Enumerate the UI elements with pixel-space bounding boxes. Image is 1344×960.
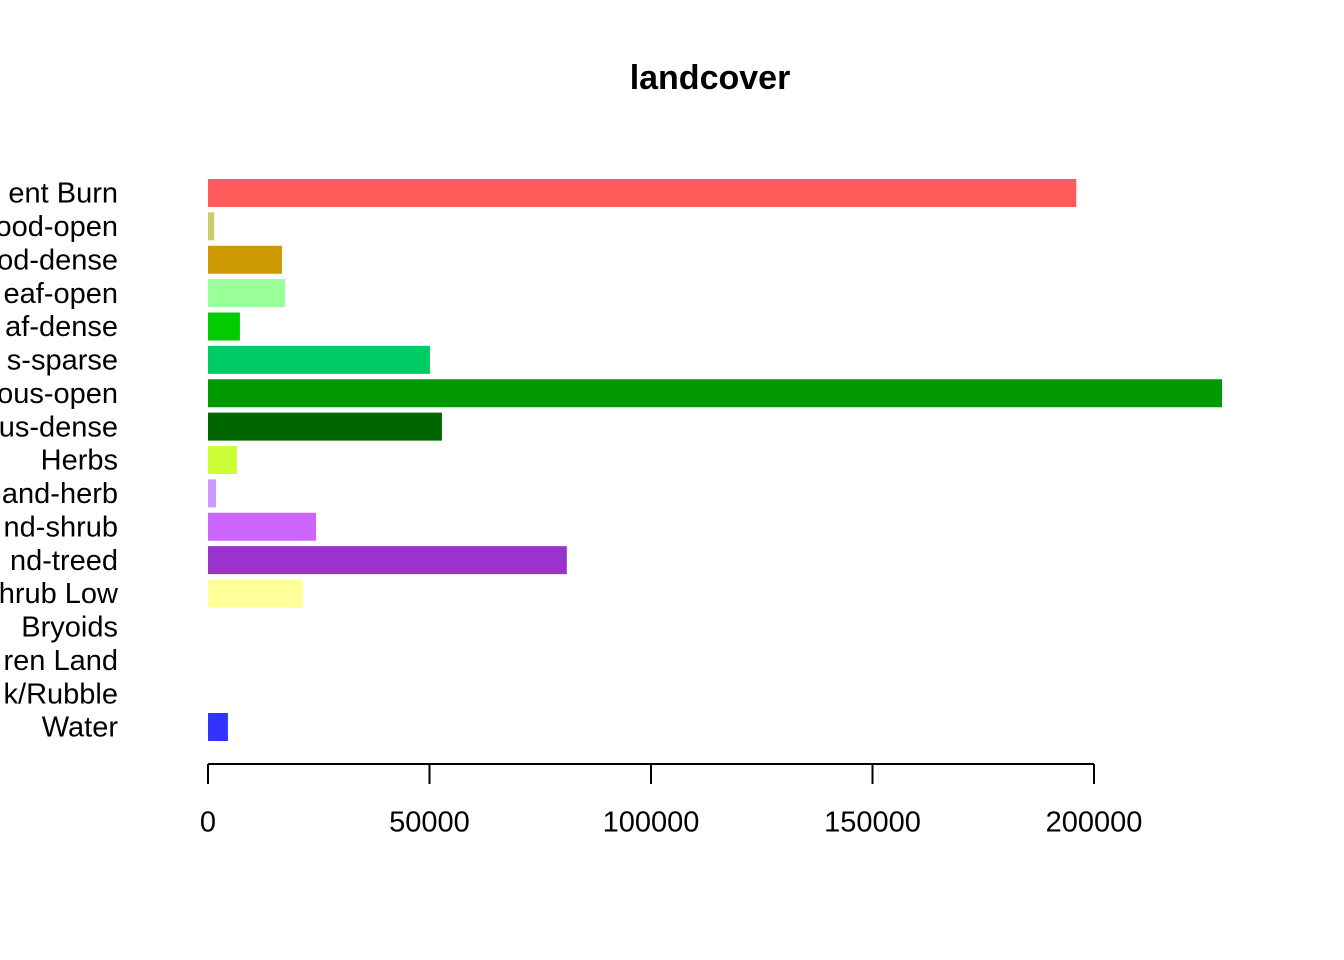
y-tick-label: nd-treed xyxy=(10,545,118,577)
y-tick-label: ood-open xyxy=(0,211,118,243)
bar xyxy=(208,479,216,508)
bar xyxy=(208,212,215,241)
chart-title: landcover xyxy=(630,59,791,97)
y-tick-label: ous-open xyxy=(0,378,118,410)
bar xyxy=(208,713,228,741)
x-tick-label: 100000 xyxy=(603,807,700,839)
bar xyxy=(208,412,442,441)
bar xyxy=(208,579,303,608)
y-tick-label: us-dense xyxy=(0,411,118,443)
y-tick-label: and-herb xyxy=(2,478,118,510)
bar xyxy=(208,179,1077,207)
bar xyxy=(208,345,430,374)
y-tick-label: af-dense xyxy=(5,311,118,343)
y-tick-label: eaf-open xyxy=(4,278,119,310)
y-tick-label: hrub Low xyxy=(0,578,119,610)
y-tick-label: s-sparse xyxy=(7,345,118,377)
bar xyxy=(208,546,567,575)
bar xyxy=(208,379,1223,408)
y-tick-label: Water xyxy=(42,712,119,744)
y-tick-label: ent Burn xyxy=(8,178,118,210)
x-tick-label: 50000 xyxy=(389,807,470,839)
x-tick-label: 0 xyxy=(200,807,216,839)
bar xyxy=(208,279,286,308)
x-tick-label: 200000 xyxy=(1046,807,1143,839)
y-tick-label: nd-shrub xyxy=(4,511,118,543)
x-tick-label: 150000 xyxy=(824,807,921,839)
y-tick-label: ren Land xyxy=(4,645,119,677)
y-tick-label: k/Rubble xyxy=(4,678,118,710)
bar xyxy=(208,512,317,541)
y-tick-label: Herbs xyxy=(41,445,118,477)
bar xyxy=(208,312,240,341)
bar xyxy=(208,446,237,474)
y-tick-label: od-dense xyxy=(0,244,118,276)
y-tick-label: Bryoids xyxy=(21,612,118,644)
bar xyxy=(208,245,282,274)
